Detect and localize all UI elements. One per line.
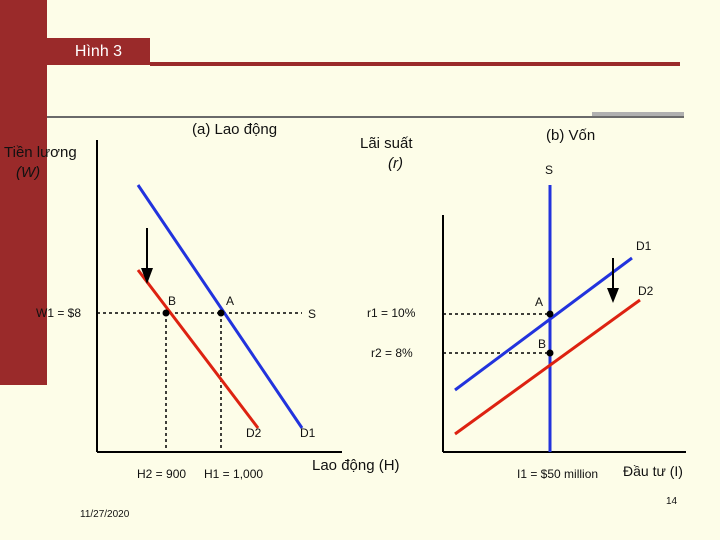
panel-a-point-a: [217, 309, 225, 317]
panel-b-r2-label: r2 = 8%: [371, 346, 413, 360]
panel-a-h2-label: H2 = 900: [137, 467, 187, 481]
panel-b-x-axis-label: Đầu tư (I): [623, 463, 683, 479]
slide-date: 11/27/2020: [80, 509, 130, 520]
panel-a-shift-arrowhead: [141, 268, 153, 284]
panel-b-point-a: [546, 310, 554, 318]
panel-a-point-b: [162, 309, 170, 317]
panel-b-shift-arrowhead: [607, 288, 619, 303]
panel-a-h1-label: H1 = 1,000: [204, 467, 264, 481]
panel-b-label-d2: D2: [638, 284, 654, 298]
panel-a-d1-curve: [136, 184, 304, 429]
panel-a-x-axis-label: Lao động (H): [312, 457, 400, 474]
panel-b-d1-curve: [454, 256, 633, 392]
panel-a-label-a: A: [226, 294, 235, 308]
left-accent-bar: [0, 0, 47, 385]
panel-a-label-b: B: [168, 294, 177, 308]
panel-b-y-axis-label: Lãi suất: [360, 135, 413, 152]
slide-title: Hình 3: [47, 38, 150, 65]
panel-b-d2-curve: [454, 298, 641, 436]
panel-b-heading: (b) Vốn: [546, 127, 596, 144]
panel-b-label-a: A: [535, 295, 544, 309]
panel-b-label-d1: D1: [636, 239, 652, 253]
panel-b-label-s: S: [545, 163, 554, 177]
panel-a-wage-label: W1 = $8: [36, 306, 82, 320]
panel-b-point-b: [546, 349, 554, 357]
panel-a-label-d2: D2: [246, 426, 262, 440]
panel-a-label-s: S: [308, 307, 317, 321]
panel-b-i1-label: I1 = $50 million: [517, 467, 599, 481]
slide-page-number: 14: [666, 496, 678, 507]
panel-b-label-b: B: [538, 337, 547, 351]
panel-a-y-axis-symbol: (W): [16, 164, 41, 181]
panel-b-r1-label: r1 = 10%: [367, 306, 416, 320]
panel-a-heading: (a) Lao động: [192, 121, 278, 138]
top-rule: [47, 116, 684, 118]
panel-a-label-d1: D1: [300, 426, 316, 440]
panel-b-y-axis-symbol: (r): [388, 155, 403, 172]
top-rule-accent: [592, 112, 684, 117]
panel-a-d2-curve: [136, 269, 260, 429]
panel-a-y-axis-label: Tiền lương: [4, 144, 77, 161]
title-underline: [150, 62, 680, 66]
